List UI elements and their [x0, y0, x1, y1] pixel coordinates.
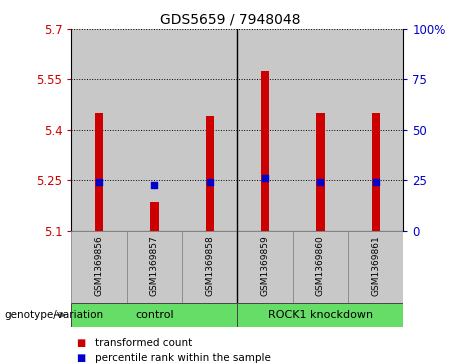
Text: GSM1369859: GSM1369859	[260, 235, 270, 296]
Bar	[316, 113, 325, 231]
Text: GDS5659 / 7948048: GDS5659 / 7948048	[160, 13, 301, 27]
Text: ■: ■	[76, 338, 85, 348]
Text: GSM1369857: GSM1369857	[150, 235, 159, 296]
Text: ROCK1 knockdown: ROCK1 knockdown	[268, 310, 373, 320]
Bar	[182, 231, 237, 303]
Bar	[237, 231, 293, 303]
Bar	[372, 113, 380, 231]
Point	[206, 179, 213, 185]
Point	[151, 182, 158, 188]
Text: GSM1369856: GSM1369856	[95, 235, 104, 296]
Bar	[127, 231, 182, 303]
Point	[95, 179, 103, 185]
Text: control: control	[135, 310, 174, 320]
Bar	[182, 29, 237, 231]
Point	[372, 179, 379, 185]
Text: genotype/variation: genotype/variation	[5, 310, 104, 320]
Text: GSM1369858: GSM1369858	[205, 235, 214, 296]
Bar	[261, 71, 269, 231]
Bar	[71, 231, 127, 303]
Bar	[237, 29, 293, 231]
Bar	[71, 29, 127, 231]
Text: GSM1369861: GSM1369861	[371, 235, 380, 296]
Bar	[348, 231, 403, 303]
Bar	[95, 113, 103, 231]
Bar	[293, 231, 348, 303]
Bar	[293, 29, 348, 231]
Text: transformed count: transformed count	[95, 338, 193, 348]
Point	[317, 179, 324, 185]
Text: ■: ■	[76, 352, 85, 363]
Bar	[127, 29, 182, 231]
Bar	[348, 29, 403, 231]
Text: percentile rank within the sample: percentile rank within the sample	[95, 352, 272, 363]
Bar	[150, 202, 159, 231]
Bar	[206, 116, 214, 231]
Point	[261, 176, 269, 182]
Text: GSM1369860: GSM1369860	[316, 235, 325, 296]
Bar	[71, 303, 237, 327]
Bar	[237, 303, 403, 327]
